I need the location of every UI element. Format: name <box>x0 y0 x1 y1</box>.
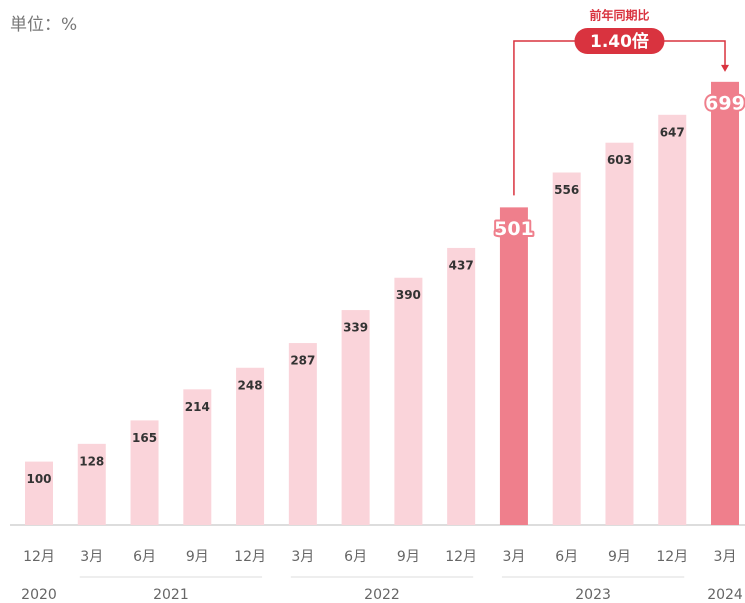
bar <box>605 142 634 525</box>
x-tick-label: 3月 <box>291 549 314 565</box>
value-label: 647 <box>660 125 685 139</box>
value-label: 128 <box>79 454 104 468</box>
x-tick-label: 9月 <box>608 549 631 565</box>
bar <box>499 207 528 525</box>
x-tick-label: 12月 <box>445 549 477 565</box>
year-label: 2022 <box>364 587 400 603</box>
x-tick-label: 6月 <box>344 549 367 565</box>
x-tick-label: 12月 <box>23 549 55 565</box>
value-label: 214 <box>185 400 210 414</box>
unit-label: 単位：% <box>10 15 77 35</box>
value-label: 699 <box>705 92 745 114</box>
bar <box>394 277 423 525</box>
bar <box>25 461 53 525</box>
bar <box>77 443 106 525</box>
bar <box>658 114 687 525</box>
x-tick-label: 12月 <box>656 549 688 565</box>
value-label: 556 <box>554 183 579 197</box>
bar <box>130 420 159 525</box>
year-label: 2023 <box>575 587 611 603</box>
x-tick-label: 12月 <box>234 549 266 565</box>
bar <box>236 367 265 525</box>
bar <box>341 310 370 525</box>
x-tick-label: 9月 <box>186 549 209 565</box>
year-label: 2024 <box>707 587 743 603</box>
x-tick-label: 3月 <box>502 549 525 565</box>
value-label: 287 <box>290 354 315 368</box>
x-tick-label: 6月 <box>133 549 156 565</box>
annotation-arrow <box>721 64 730 72</box>
annotation-pill <box>574 28 665 54</box>
bar <box>447 247 476 525</box>
value-label: 339 <box>343 321 368 335</box>
x-tick-label: 9月 <box>397 549 420 565</box>
value-label: 390 <box>396 288 421 302</box>
bar <box>711 81 740 526</box>
bar <box>552 172 581 525</box>
x-tick-label: 3月 <box>714 549 737 565</box>
value-label: 165 <box>132 431 157 445</box>
year-label: 2021 <box>153 587 189 603</box>
x-tick-label: 6月 <box>555 549 578 565</box>
year-label: 2020 <box>21 587 57 603</box>
value-label: 100 <box>26 472 51 486</box>
x-tick-label: 3月 <box>80 549 103 565</box>
annotation-label: 1.40倍 <box>590 31 649 52</box>
value-label: 437 <box>449 258 474 272</box>
value-label: 501 <box>494 218 534 240</box>
value-label: 248 <box>238 378 263 392</box>
bar <box>183 389 212 525</box>
annotation-title: 前年同期比 <box>589 8 649 23</box>
bar <box>288 343 317 525</box>
value-label: 603 <box>607 153 632 167</box>
